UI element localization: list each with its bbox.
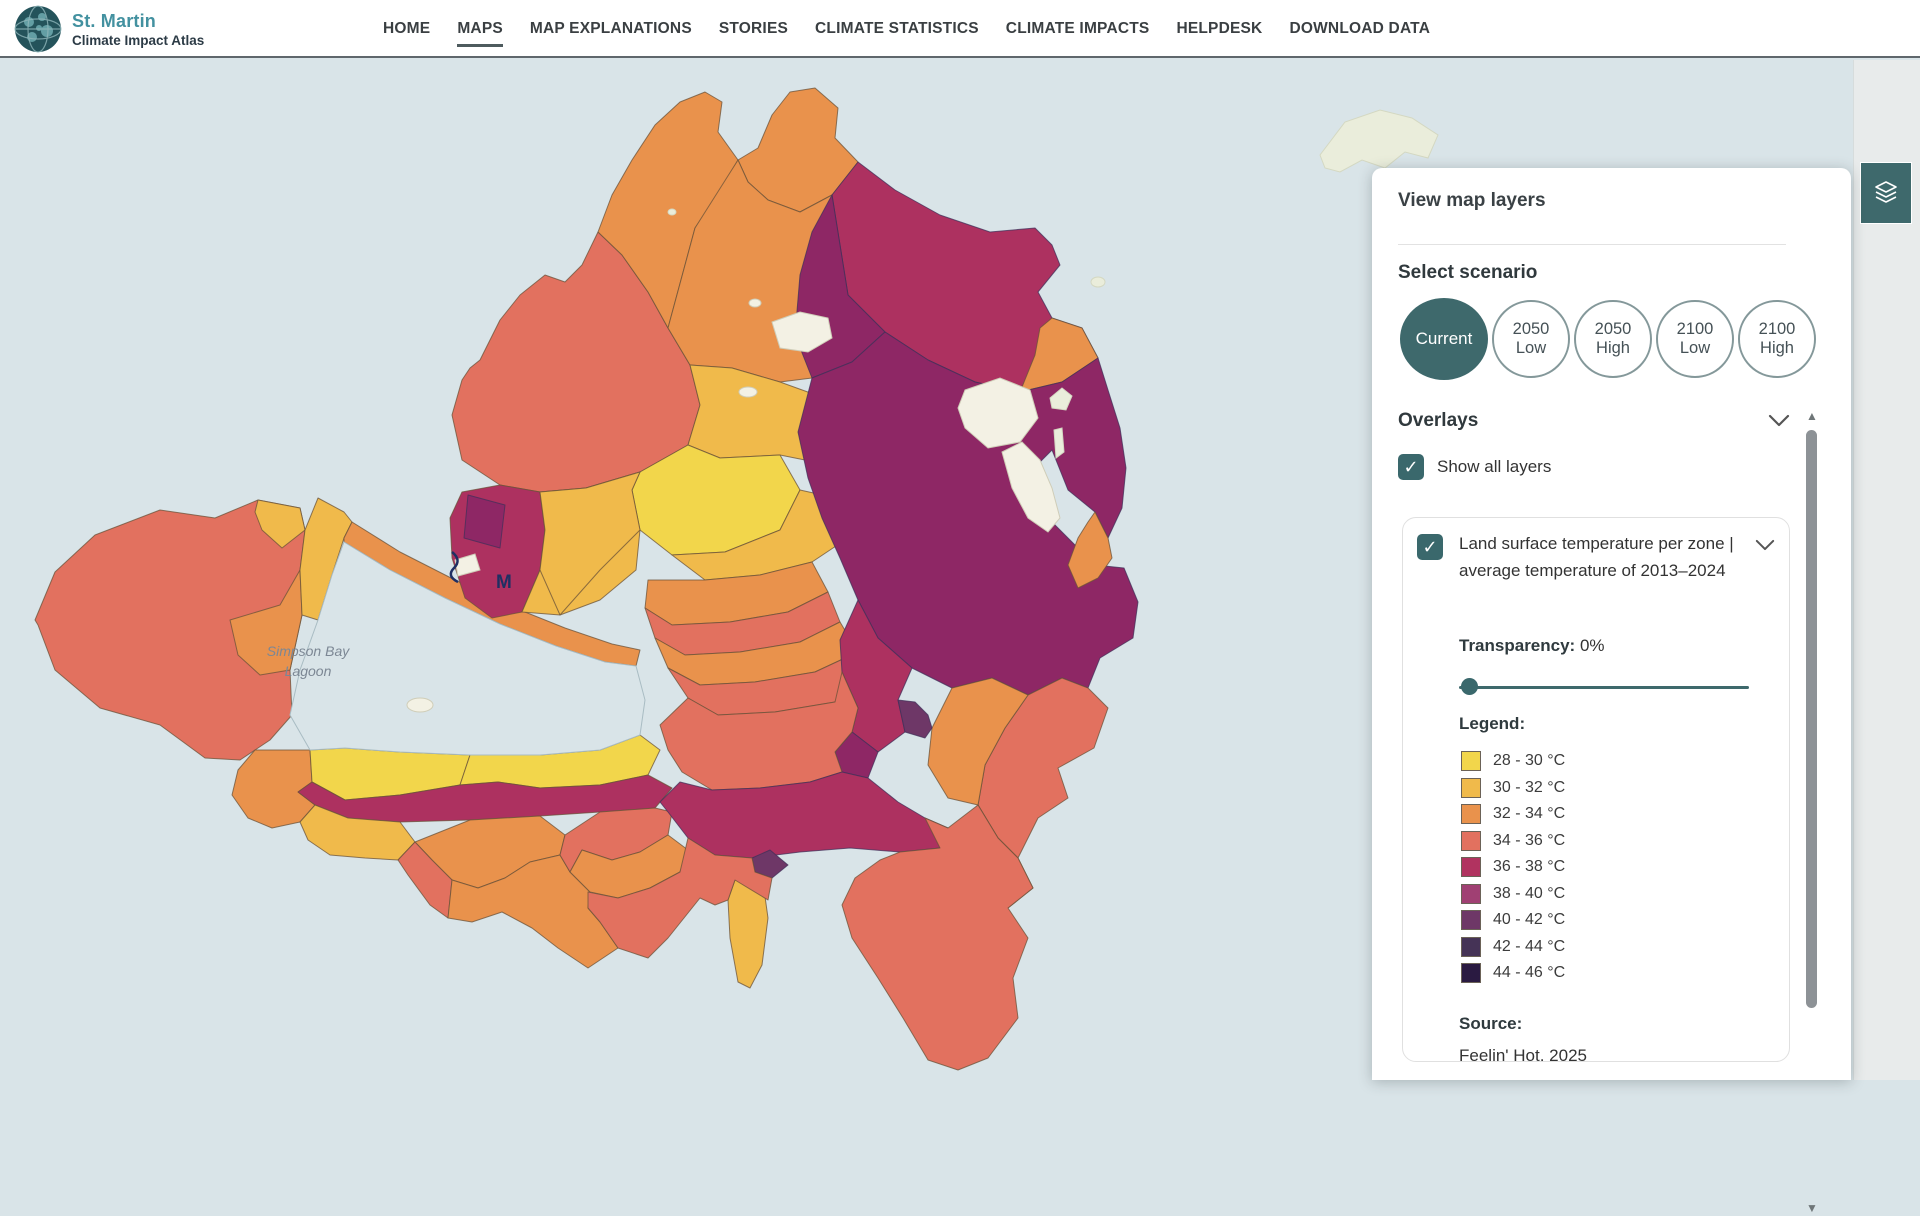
scenario-2100-high-button[interactable]: 2100 High: [1738, 300, 1816, 378]
legend-chip: [1461, 910, 1481, 931]
source-text: Feelin' Hot, 2025: [1459, 1046, 1587, 1062]
legend-chip: [1461, 857, 1481, 878]
layer-title: Land surface temperature per zone | aver…: [1459, 534, 1734, 580]
layer-collapse-button[interactable]: [1755, 538, 1775, 556]
scroll-up-arrow[interactable]: ▲: [1806, 409, 1818, 423]
site-title: St. Martin: [72, 10, 157, 31]
nav-helpdesk[interactable]: HELPDESK: [1176, 19, 1263, 37]
chevron-down-icon: [1768, 414, 1790, 427]
layers-icon: [1875, 181, 1897, 203]
legend-row: 38 - 40 °C: [1461, 881, 1565, 908]
show-all-layers-checkbox[interactable]: ✓: [1398, 454, 1424, 480]
lagoon-label-line1: Simpson Bay: [267, 643, 350, 659]
transparency-label: Transparency:: [1459, 636, 1576, 655]
panel-title: View map layers: [1398, 190, 1546, 211]
scenario-current-button[interactable]: Current: [1400, 298, 1488, 380]
legend-row: 34 - 36 °C: [1461, 828, 1565, 855]
site-subtitle: Climate Impact Atlas: [72, 32, 205, 48]
island-map[interactable]: Simpson Bay Lagoon M: [0, 60, 1920, 1080]
legend-chip: [1461, 751, 1481, 772]
lagoon-label-line2: Lagoon: [285, 663, 332, 679]
legend-chip: [1461, 963, 1481, 984]
marigot-label-partial: M: [496, 572, 512, 593]
overlays-heading: Overlays: [1398, 410, 1479, 431]
legend-heading: Legend:: [1459, 714, 1526, 733]
panel-scrollbar[interactable]: ▲ ▼: [1804, 408, 1820, 1216]
show-all-layers-label: Show all layers: [1437, 457, 1552, 476]
source-heading: Source:: [1459, 1014, 1523, 1033]
scenario-2100-low-button[interactable]: 2100 Low: [1656, 300, 1734, 378]
scenario-selector: Current 2050 Low 2050 High 2100 Low 2100…: [1400, 298, 1816, 380]
logo[interactable]: St. Martin Climate Impact Atlas: [14, 5, 204, 53]
legend-list: 28 - 30 °C 30 - 32 °C 32 - 34 °C 34 - 36…: [1461, 748, 1565, 987]
legend-row: 42 - 44 °C: [1461, 934, 1565, 961]
transparency-value: 0%: [1579, 636, 1605, 655]
nav-home[interactable]: HOME: [383, 19, 431, 37]
toggle-layers-panel-button[interactable]: [1860, 162, 1912, 224]
map-layers-panel: View map layers Select scenario Current …: [1372, 168, 1851, 1215]
transparency-row: Transparency: 0%: [1459, 636, 1605, 656]
overlays-collapse-button[interactable]: [1768, 414, 1790, 432]
scenario-2050-low-button[interactable]: 2050 Low: [1492, 300, 1570, 378]
pinel-island: [1049, 387, 1073, 411]
legend-chip: [1461, 804, 1481, 825]
legend-chip: [1461, 830, 1481, 851]
scroll-down-arrow[interactable]: ▼: [1806, 1201, 1818, 1215]
scrollbar-thumb[interactable]: [1806, 430, 1817, 1008]
nav-download-data[interactable]: DOWNLOAD DATA: [1289, 19, 1431, 37]
legend-row: 28 - 30 °C: [1461, 748, 1565, 775]
island-zones[interactable]: [34, 87, 1139, 1071]
legend-row: 40 - 42 °C: [1461, 907, 1565, 934]
nav-climate-statistics[interactable]: CLIMATE STATISTICS: [815, 19, 979, 37]
nav-maps[interactable]: MAPS: [457, 12, 503, 47]
nav-stories[interactable]: STORIES: [718, 19, 789, 37]
right-rail: [1853, 60, 1920, 1080]
nav-map-explanations[interactable]: MAP EXPLANATIONS: [529, 19, 692, 37]
legend-chip: [1461, 777, 1481, 798]
legend-chip: [1461, 883, 1481, 904]
top-navbar: St. Martin Climate Impact Atlas HOME MAP…: [0, 0, 1920, 58]
legend-row: 36 - 38 °C: [1461, 854, 1565, 881]
chevron-down-icon: [1755, 539, 1775, 551]
slider-thumb[interactable]: [1461, 678, 1478, 695]
layer-card: ✓ Land surface temperature per zone | av…: [1402, 517, 1790, 1062]
legend-chip: [1461, 936, 1481, 957]
scenario-2050-high-button[interactable]: 2050 High: [1574, 300, 1652, 378]
urban-areas: [406, 298, 1061, 713]
offshore-islands: [667, 109, 1439, 459]
legend-row: 44 - 46 °C: [1461, 960, 1565, 987]
globe-logo-icon: [14, 5, 62, 53]
scenario-heading: Select scenario: [1398, 262, 1538, 283]
main-nav: HOME MAPS MAP EXPLANATIONS STORIES CLIMA…: [383, 0, 1430, 58]
route-squiggle: [449, 551, 459, 584]
transparency-slider[interactable]: [1459, 678, 1749, 696]
show-all-layers-toggle[interactable]: ✓ Show all layers: [1398, 454, 1551, 480]
slider-track[interactable]: [1459, 686, 1749, 689]
legend-row: 32 - 34 °C: [1461, 801, 1565, 828]
legend-row: 30 - 32 °C: [1461, 775, 1565, 802]
layer-checkbox[interactable]: ✓: [1417, 534, 1443, 560]
tintamarre-island: [1319, 109, 1439, 173]
nav-climate-impacts[interactable]: CLIMATE IMPACTS: [1005, 19, 1150, 37]
divider: [1398, 244, 1786, 245]
simpson-bay-lagoon: [289, 541, 646, 756]
